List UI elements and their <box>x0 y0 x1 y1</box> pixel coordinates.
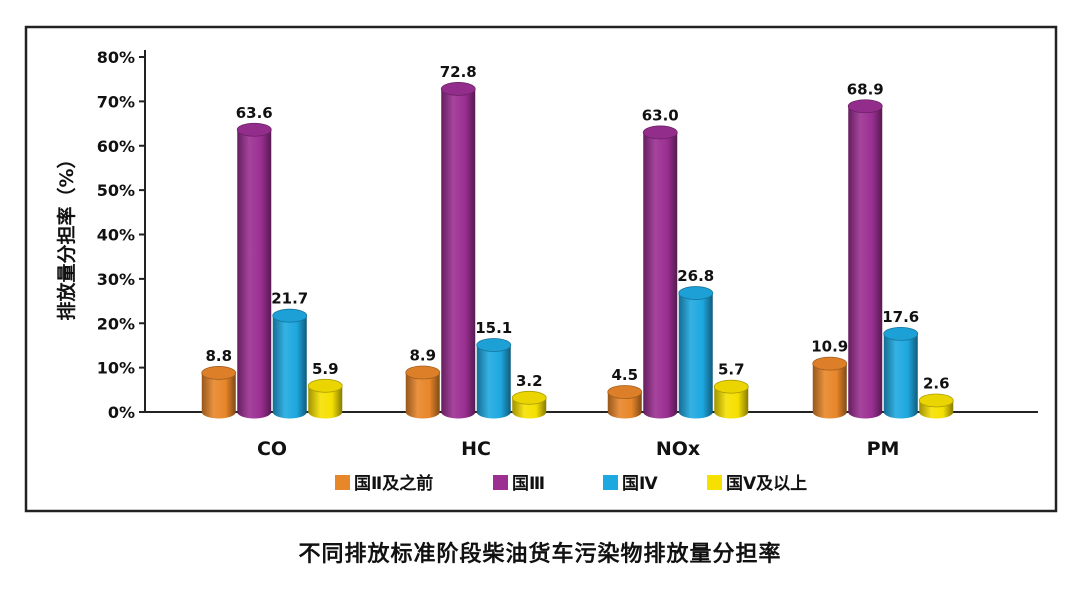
legend-item: 国Ⅳ <box>603 474 658 494</box>
bars <box>201 82 954 419</box>
data-label: 8.9 <box>409 347 436 365</box>
data-label: 2.6 <box>923 374 950 392</box>
bar <box>476 338 512 419</box>
data-label: 63.6 <box>236 104 273 122</box>
data-label: 5.7 <box>718 361 745 379</box>
figure-caption: 不同排放标准阶段柴油货车污染物排放量分担率 <box>298 542 782 567</box>
legend-item: 国Ⅱ及之前 <box>335 473 433 494</box>
legend-label: 国Ⅲ <box>512 474 545 494</box>
legend-swatch <box>335 475 350 490</box>
data-label: 3.2 <box>516 372 543 390</box>
bar <box>511 390 547 419</box>
data-label: 10.9 <box>811 338 848 356</box>
bar <box>405 365 441 419</box>
y-tick-label: 40% <box>97 226 135 245</box>
data-labels: 8.8 63.6 21.7 5.9 8.9 72.8 15.1 3.2 4.5 63.0 26.8 5… <box>205 63 949 393</box>
legend-swatch <box>707 475 722 490</box>
y-tick-label: 10% <box>97 359 135 378</box>
x-category-label: NOx <box>656 438 700 460</box>
legend-label: 国Ⅴ及以上 <box>726 474 807 494</box>
y-tick-label: 0% <box>108 403 135 422</box>
bar <box>607 385 643 419</box>
y-tick-label: 80% <box>97 48 135 67</box>
data-label: 68.9 <box>847 80 884 98</box>
y-tick-label: 50% <box>97 181 135 200</box>
bar <box>678 286 714 419</box>
data-label: 63.0 <box>642 106 679 124</box>
data-label: 8.8 <box>205 347 232 365</box>
bar <box>812 356 848 419</box>
legend-item: 国Ⅲ <box>493 474 545 494</box>
x-category-label: PM <box>867 438 900 460</box>
bar <box>236 122 272 419</box>
y-tick-label: 30% <box>97 270 135 289</box>
chart-frame <box>24 25 1058 513</box>
bar <box>883 326 919 419</box>
data-label: 4.5 <box>611 366 638 384</box>
bar <box>713 379 749 419</box>
y-tick-label: 70% <box>97 92 135 111</box>
x-category-label: CO <box>257 438 287 460</box>
bar <box>307 378 343 419</box>
data-label: 21.7 <box>271 290 308 308</box>
bar <box>201 366 237 419</box>
legend-label: 国Ⅳ <box>622 474 658 494</box>
data-label: 26.8 <box>677 267 714 285</box>
y-tick-label: 60% <box>97 137 135 156</box>
data-label: 17.6 <box>882 308 919 326</box>
data-label: 15.1 <box>475 319 512 337</box>
bar <box>642 125 678 419</box>
axes: 0% 10% 20% 30% 40% 50% 60% 70% 80% 排放量分担率（%） CO HC N… <box>55 48 1038 460</box>
bar <box>272 308 308 419</box>
y-axis-title: 排放量分担率（%） <box>55 149 78 320</box>
y-tick-label: 20% <box>97 314 135 333</box>
bar <box>440 82 476 419</box>
data-label: 72.8 <box>440 63 477 81</box>
legend-label: 国Ⅱ及之前 <box>354 473 433 494</box>
legend-swatch <box>603 475 618 490</box>
legend-swatch <box>493 475 508 490</box>
x-category-label: HC <box>461 438 491 460</box>
bar <box>918 393 954 419</box>
bar <box>847 99 883 419</box>
legend-item: 国Ⅴ及以上 <box>707 474 807 494</box>
data-label: 5.9 <box>312 360 339 378</box>
legend: 国Ⅱ及之前 国Ⅲ 国Ⅳ 国Ⅴ及以上 <box>335 473 807 494</box>
